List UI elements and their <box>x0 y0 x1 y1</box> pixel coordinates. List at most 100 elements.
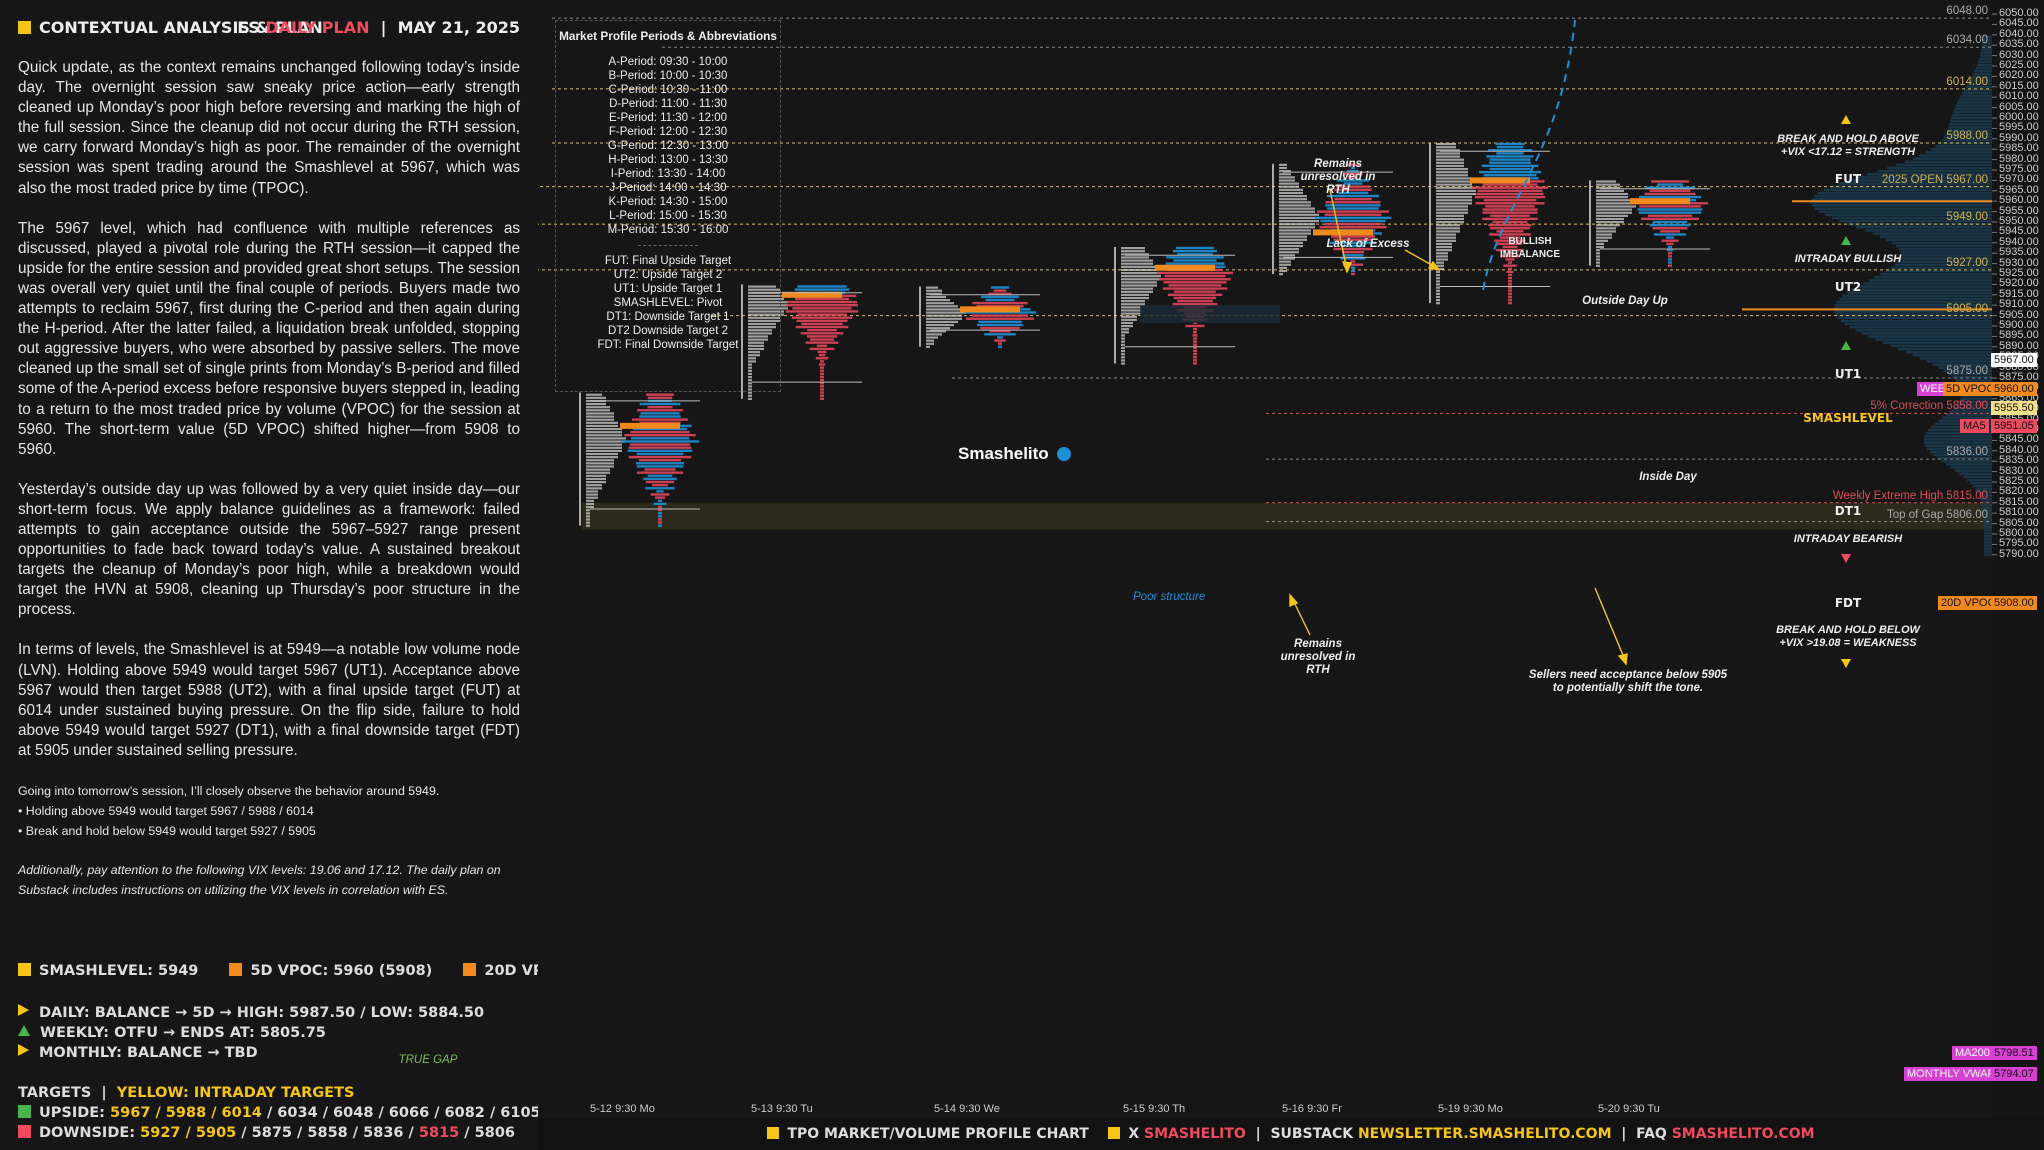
tpo-letters <box>748 307 788 310</box>
tpo-letters <box>926 314 962 317</box>
paragraph: Quick update, as the context remains unc… <box>18 59 520 197</box>
composite-profile-bar <box>1847 179 1992 182</box>
volume-bar <box>1652 220 1688 224</box>
tpo-letters <box>1279 213 1319 216</box>
intraday-bearish: INTRADAY BEARISH <box>1793 533 1903 545</box>
volume-bar <box>1177 299 1213 303</box>
tpo-letters <box>1121 256 1149 259</box>
volume-bar <box>1319 226 1387 229</box>
tpo-letters <box>1279 269 1287 273</box>
volume-bar <box>786 300 858 304</box>
axis-tick-label: 5805.00 <box>1999 516 2039 529</box>
tpo-letters <box>1436 146 1456 149</box>
volume-bar <box>984 333 1016 336</box>
composite-profile-bar <box>1846 291 1992 295</box>
composite-profile-bar <box>1983 538 1992 541</box>
tpo-letters <box>748 379 752 382</box>
zone-fdt: FDT <box>1834 596 1862 610</box>
tpo-letters <box>748 347 764 351</box>
tpo-chart[interactable] <box>538 0 2044 1118</box>
volume-bar <box>1668 245 1672 249</box>
composite-profile-bar <box>1929 450 1992 454</box>
volume-bar <box>1340 257 1366 260</box>
volume-bar <box>1482 183 1538 186</box>
volume-bar <box>1508 289 1512 292</box>
vpoc-bar <box>1470 177 1530 184</box>
volume-bar <box>640 412 680 415</box>
tpo-letters <box>1279 182 1299 185</box>
list-item: • Holding above 5949 would target 5967 /… <box>18 804 314 818</box>
zone-triangles <box>1841 115 1851 668</box>
volume-bar <box>797 285 847 288</box>
faq-link[interactable]: SMASHELITO.COM <box>1671 1126 1815 1142</box>
composite-profile-bar <box>1924 435 1992 438</box>
axis-tick-label: 5965.00 <box>1999 183 2039 196</box>
tpo-letters <box>926 311 966 314</box>
tpo-letters <box>586 468 610 471</box>
tpo-letters <box>748 338 768 341</box>
composite-profile-bar <box>1919 154 1992 157</box>
composite-profile-bar <box>1896 163 1992 167</box>
axis-tick-label: 5830.00 <box>1999 464 2039 477</box>
composite-profile-bar <box>1983 525 1992 529</box>
tpo-letters <box>1436 239 1456 242</box>
substack-link[interactable]: NEWSLETTER.SMASHELITO.COM <box>1357 1126 1612 1142</box>
volume-bar <box>1506 270 1514 274</box>
composite-profile-bar <box>1814 207 1992 210</box>
volume-bar <box>1333 247 1373 251</box>
tpo-letters <box>748 285 776 288</box>
composite-profile-bar <box>1835 313 1992 316</box>
volume-bar <box>1503 264 1517 267</box>
tpo-letters <box>586 499 594 502</box>
tpo-letters <box>586 415 614 418</box>
volume-bar <box>820 378 824 382</box>
volume-bar <box>1666 242 1674 246</box>
volume-bar <box>1193 343 1197 346</box>
composite-profile-bar <box>1834 310 1992 313</box>
volume-bar <box>785 310 859 313</box>
date-label: 5-20 9:30 Tu <box>1598 1103 1660 1115</box>
volume-bar <box>817 350 827 354</box>
tpo-letters <box>926 302 954 305</box>
vpoc-bar <box>1313 229 1373 236</box>
volume-bar <box>624 434 696 437</box>
tpo-letters <box>1279 185 1299 188</box>
volume-bar <box>1489 233 1531 236</box>
price-tag-5908: 5908.00 <box>1991 596 2037 610</box>
volume-bar <box>620 440 700 443</box>
composite-profile-bar <box>1983 544 1992 547</box>
volume-bar <box>1653 233 1687 236</box>
volume-bar <box>805 341 839 344</box>
axis-tick-label: 5995.00 <box>1999 121 2039 134</box>
tpo-letters <box>1436 171 1468 174</box>
tpo-letters <box>1279 163 1287 166</box>
composite-profile-bar <box>1950 466 1992 469</box>
composite-profile-bar <box>1813 194 1992 198</box>
x-link[interactable]: SMASHELITO <box>1144 1126 1246 1142</box>
composite-profile-bar <box>1897 260 1992 263</box>
tpo-letters <box>1436 258 1448 261</box>
legend-abbr: UT1: Upside Target 1 <box>613 283 723 295</box>
axis-tick-label: 5890.00 <box>1999 339 2039 352</box>
composite-profile-bar <box>1849 325 1992 329</box>
tpo-letters <box>926 320 958 324</box>
composite-profile-bar <box>1983 541 1992 544</box>
tpo-chart-area[interactable]: Market Profile Periods & Abbreviations A… <box>399 0 2044 1150</box>
tpo-letters <box>748 385 752 388</box>
level-label: 5905.00 <box>1946 302 1988 315</box>
vpoc-bar <box>1155 264 1215 271</box>
volume-bar <box>809 347 835 351</box>
composite-profile-bar <box>1937 456 1992 460</box>
volume-bar <box>1496 145 1524 149</box>
composite-profile-bar <box>1831 216 1992 220</box>
footer-bar: TPO MARKET/VOLUME PROFILE CHART X SMASHE… <box>538 1118 2044 1150</box>
tpo-letters <box>586 484 602 487</box>
monthly-vwap-tag: MONTHLY VWAP <box>1904 1067 1998 1081</box>
tpo-letters <box>586 493 598 496</box>
volume-bar <box>1327 207 1379 210</box>
composite-profile-bar <box>1983 519 1992 522</box>
volume-bar <box>1342 254 1364 257</box>
paragraph: The 5967 level, which had confluence wit… <box>18 219 520 458</box>
tpo-letters <box>1279 179 1295 182</box>
volume-bar <box>1336 179 1370 182</box>
